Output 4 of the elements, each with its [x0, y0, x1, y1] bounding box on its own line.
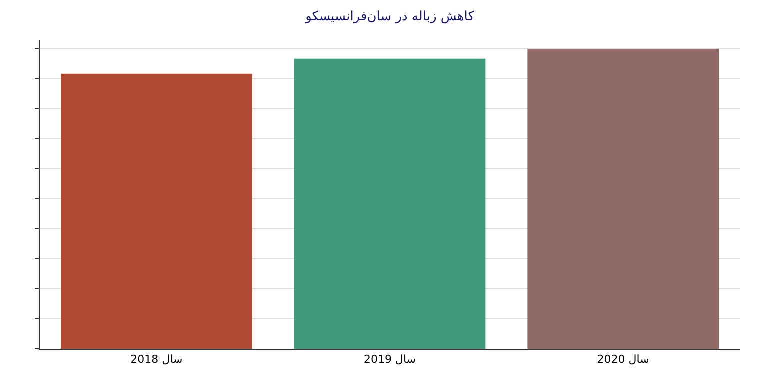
chart-title: کاهش زباله در سان‌فرانسیسکو — [304, 10, 476, 24]
x-tick-label: سال 2020 — [597, 353, 650, 366]
x-tick-label: سال 2019 — [364, 353, 416, 366]
x-tick-label: سال 2018 — [130, 353, 183, 366]
